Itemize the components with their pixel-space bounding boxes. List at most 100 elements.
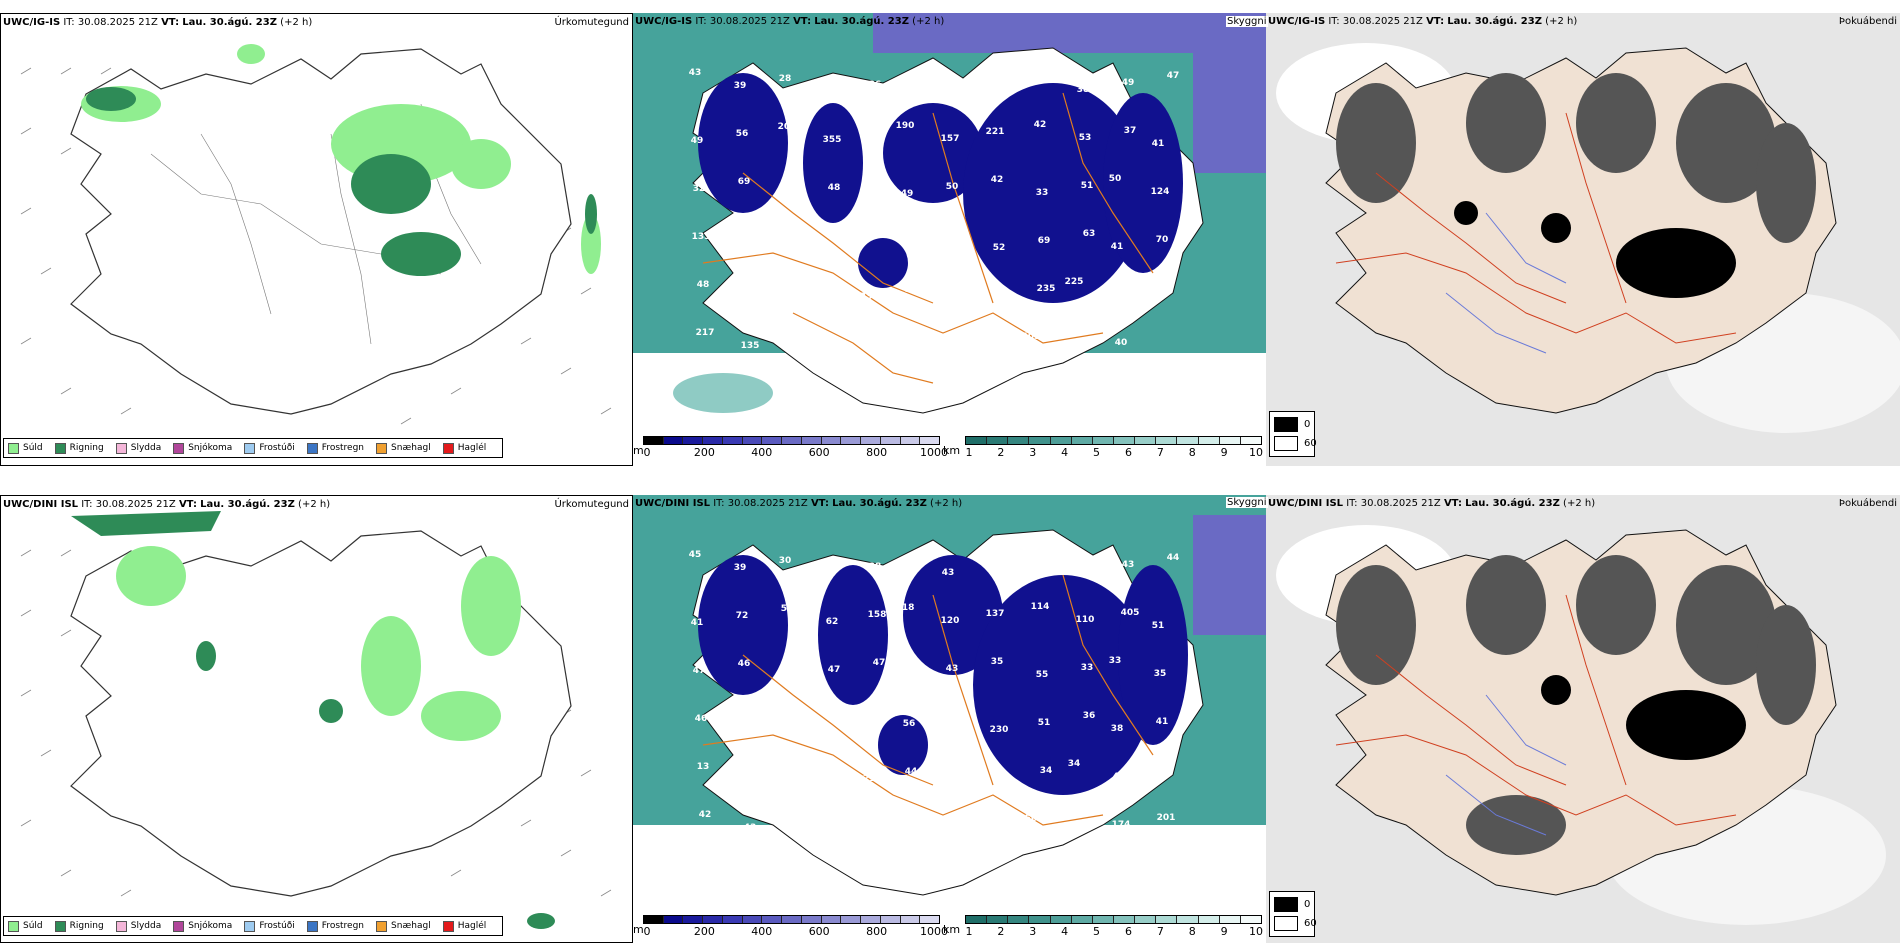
it-label: IT: [63, 17, 75, 28]
cloud-base-label: 205 [815, 877, 835, 887]
cloud-base-label: 42 [698, 810, 712, 820]
colorbar-segment [966, 437, 988, 444]
vt-value: Lau. 30.ágú. 23Z [832, 498, 927, 509]
cloud-base-label: 51 [1080, 181, 1094, 191]
fog-legend: 0 60 [1269, 891, 1317, 937]
colorbar-tick: 0 [643, 925, 651, 938]
cloud-base-label: 48 [827, 183, 841, 193]
precip-header-top: UWC/IG-IS IT: 30.08.2025 21Z VT: Lau. 30… [1, 16, 632, 30]
precip-legend-item: Haglél [442, 442, 487, 454]
cloud-base-label: 34 [1067, 759, 1081, 769]
cloud-base-label: 69 [737, 177, 751, 187]
cloud-base-label: 44 [861, 822, 875, 832]
precip-map-top [20, 44, 612, 425]
cloud-base-label: 34 [829, 231, 843, 241]
colorbar-segment [762, 916, 783, 923]
fog-header-top: UWC/IG-IS IT: 30.08.2025 21Z VT: Lau. 30… [1266, 15, 1900, 29]
cloud-base-label: 158 [867, 610, 887, 620]
legend-swatch [8, 442, 19, 454]
fog-panel-top: UWC/IG-IS IT: 30.08.2025 21Z VT: Lau. 30… [1266, 13, 1900, 466]
colorbar-segment [1135, 916, 1157, 923]
colorbar-tick: 2 [997, 446, 1005, 459]
offset: (+2 h) [912, 16, 945, 27]
colorbar-segment [987, 916, 1009, 923]
colorbar-segment [644, 437, 664, 444]
cloud-base-label: 201 [1156, 813, 1176, 823]
offset: (+2 h) [930, 498, 963, 509]
cloud-base-label: 42 [990, 175, 1004, 185]
cloud-base-label: 55 [739, 225, 753, 235]
model-name: UWC/DINI ISL [1268, 498, 1344, 509]
legend-label: Frostúði [259, 443, 295, 453]
cloud-base-label: 66 [1157, 765, 1171, 775]
legend-label: Snjókoma [188, 443, 233, 453]
vt-label: VT: [1426, 16, 1445, 27]
colorbar-tick: 10 [1249, 446, 1263, 459]
cloud-base-label: 32 [904, 285, 918, 295]
colorbar-unit: m [633, 444, 644, 457]
colorbar-segment [1050, 437, 1072, 444]
vt-value: Lau. 30.ágú. 23Z [182, 17, 277, 28]
colorbar-unit: km [943, 444, 961, 457]
cloud-base-label: 230 [989, 725, 1009, 735]
colorbar-tick: 400 [751, 925, 773, 938]
colorbar-segment [880, 437, 901, 444]
cloud-base-label: 66 [823, 87, 837, 97]
legend-label: Haglél [457, 921, 487, 931]
cloud-base-label: 127 [903, 333, 923, 343]
cloud-base-label: 57 [1069, 345, 1083, 355]
offset: (+2 h) [280, 17, 313, 28]
cloud-base-label: 70 [1155, 235, 1169, 245]
legend-label: Haglél [457, 443, 487, 453]
cloud-base-label: 43 [688, 68, 702, 78]
legend-label: Snæhagl [391, 443, 431, 453]
cloud-base-label: 48 [782, 672, 796, 682]
cloud-base-label: 31 [1069, 827, 1083, 837]
cloud-base-label: 62 [786, 768, 800, 778]
legend-swatch [54, 442, 66, 454]
fog-map-bottom [1266, 495, 1900, 943]
it-label: IT: [81, 499, 93, 510]
precip-legend-item: Frostregn [306, 442, 364, 454]
it-value: 30.08.2025 21Z [727, 498, 808, 509]
cloud-base-label: 40 [1114, 338, 1128, 348]
cloud-panel-bottom: UWC/DINI ISL IT: 30.08.2025 21Z VT: Lau.… [633, 495, 1266, 943]
cloud-base-label: 217 [695, 328, 715, 338]
cloud-base-label: 69 [1037, 236, 1051, 246]
model-name: UWC/IG-IS [1268, 16, 1326, 27]
cloud-base-label: 41 [1151, 139, 1165, 149]
cloud-base-label: 44 [986, 79, 1000, 89]
legend-swatch [1274, 916, 1298, 931]
cloud-base-label: 55 [1035, 670, 1049, 680]
cloud-base-label: 37 [1123, 126, 1137, 136]
cloud-base-label: 47 [872, 658, 886, 668]
colorbar-strip [643, 436, 940, 445]
it-value: 30.08.2025 21Z [709, 16, 790, 27]
colorbar-segment [1156, 916, 1178, 923]
colorbar-segment [1135, 437, 1157, 444]
precip-legend-item: Súld [8, 442, 43, 454]
skyggni-title-bottom: Skyggni [1226, 497, 1268, 508]
cloud-base-label: 35 [906, 815, 920, 825]
precip-legend-item: Snjókoma [173, 920, 232, 932]
offset: (+2 h) [1545, 16, 1578, 27]
colorbar-segment [920, 437, 940, 444]
precip-legend-item: Frostúði [244, 442, 295, 454]
legend-swatch [115, 920, 127, 932]
cloud-base-label: 53 [780, 604, 794, 614]
cloud-base-label: 47 [1166, 71, 1180, 81]
fog-legend: 0 60 [1269, 411, 1317, 457]
colorbar-tick: 7 [1156, 446, 1164, 459]
legend-label: Slydda [130, 443, 162, 453]
legend-label: 0 [1304, 419, 1311, 430]
cloud-base-label: 46 [1031, 554, 1045, 564]
cloud-base-label: 110 [1075, 615, 1095, 625]
cloud-base-label: 174 [1111, 820, 1131, 830]
cloud-base-label: 46 [951, 828, 965, 838]
colorbar-segment [1092, 916, 1114, 923]
legend-label: Rigning [69, 921, 104, 931]
colorbar-segment [1008, 916, 1030, 923]
vt-value: Lau. 30.ágú. 23Z [1465, 498, 1560, 509]
cloud-base-label: 93 [861, 340, 875, 350]
precip-legend-item: Snjókoma [173, 442, 233, 454]
